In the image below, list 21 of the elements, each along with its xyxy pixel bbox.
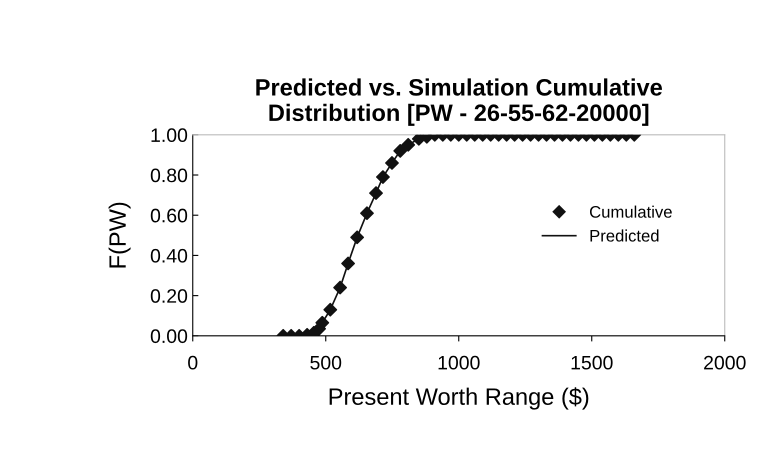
point [360, 206, 374, 220]
y-tick-label: 0.60 [150, 208, 188, 222]
chart-title: Predicted vs. Simulation Cumulative Distribution [PW - 26-55-62-20000] [256, 78, 662, 126]
legend-label: Cumulative [590, 206, 672, 218]
x-tick-label: 1000 [438, 356, 480, 370]
y-tick-label: 0.00 [150, 329, 188, 344]
y-tick-label: 1.00 [152, 128, 188, 142]
y-tick-label: 0.40 [150, 248, 188, 263]
x-tick-label: 1500 [572, 356, 613, 370]
x-tick-label: 2000 [704, 356, 746, 370]
x-axis-title: Present Worth Range ($) [330, 387, 588, 410]
x-tick-label: 0 [188, 356, 198, 370]
point [341, 256, 355, 270]
point [333, 280, 348, 294]
y-axis-title: F(PW) [108, 202, 131, 268]
point [350, 230, 364, 244]
legend-label: Predicted [590, 229, 658, 242]
x-tick-label: 500 [310, 356, 342, 370]
y-tick-label: 0.80 [150, 168, 188, 182]
point [369, 186, 383, 200]
y-tick-label: 0.20 [150, 289, 188, 303]
